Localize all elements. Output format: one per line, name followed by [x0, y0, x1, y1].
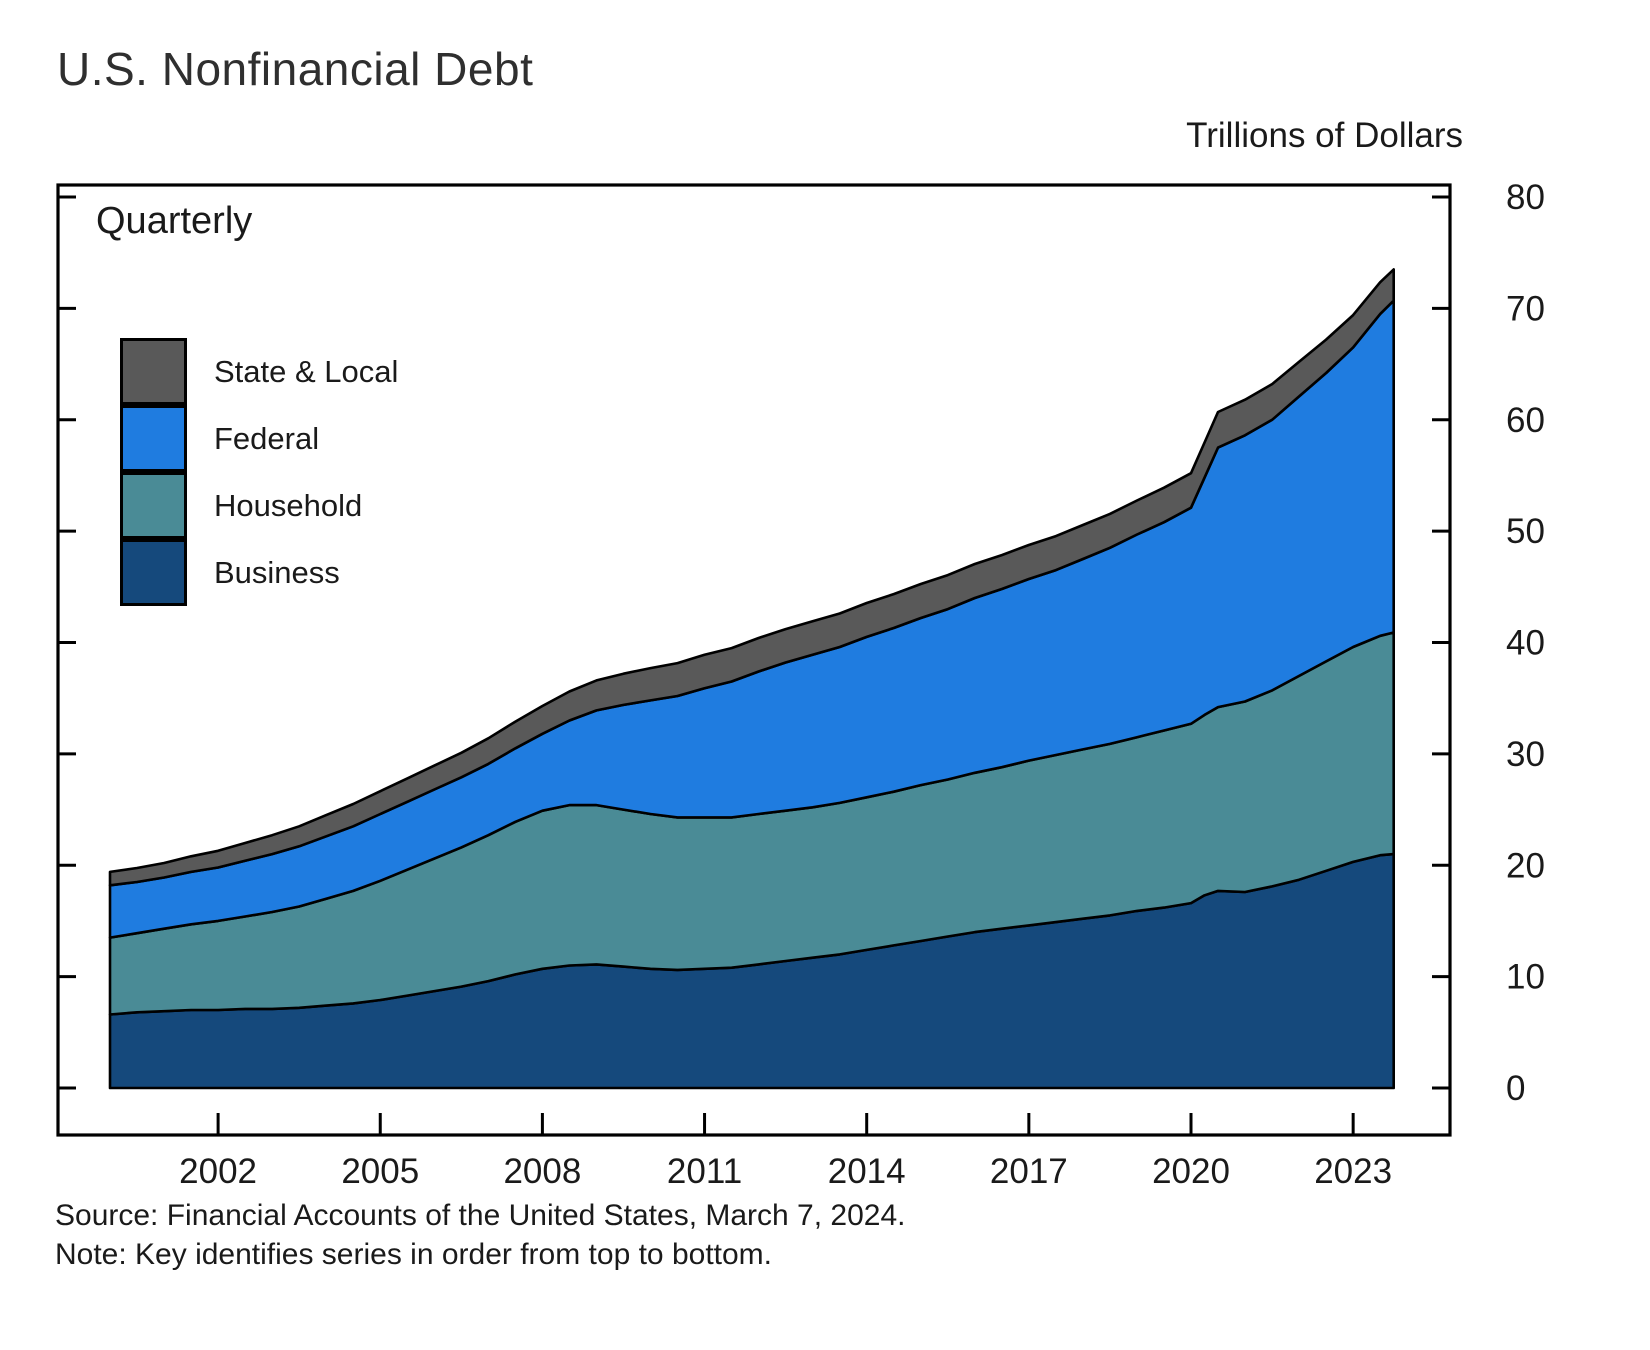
- x-tick-label: 2005: [341, 1152, 419, 1191]
- x-tick-label: 2008: [503, 1152, 581, 1191]
- y-tick-label: 20: [1506, 846, 1545, 885]
- note-line: Note: Key identifies series in order fro…: [55, 1238, 772, 1271]
- y-tick-label: 50: [1506, 512, 1545, 551]
- y-axis-units-label: Trillions of Dollars: [1186, 116, 1463, 155]
- area-band-state-local: [108, 268, 1395, 887]
- footnotes: Source: Financial Accounts of the United…: [55, 1196, 905, 1274]
- legend-item-business: Business: [120, 539, 398, 606]
- plot-frame: [56, 183, 1452, 1137]
- household-swatch-icon: [120, 472, 187, 539]
- x-tick-label: 2017: [990, 1152, 1068, 1191]
- x-tick-label: 2011: [667, 1152, 742, 1191]
- y-tick-label: 10: [1506, 958, 1545, 997]
- chart-title: U.S. Nonfinancial Debt: [57, 43, 534, 95]
- legend-label-business: Business: [214, 554, 340, 590]
- legend-item-household: Household: [120, 472, 398, 539]
- legend-label-federal: Federal: [214, 420, 320, 456]
- business-swatch-icon: [120, 539, 187, 606]
- y-tick-label: 30: [1506, 735, 1545, 774]
- legend: State & Local Federal Household Business: [120, 338, 398, 606]
- legend-label-household: Household: [214, 487, 363, 523]
- federal-swatch-icon: [120, 405, 187, 472]
- x-tick-label: 2002: [179, 1152, 257, 1191]
- x-tick-label: 2023: [1314, 1152, 1392, 1191]
- legend-label-state-local: State & Local: [214, 353, 399, 389]
- x-tick-label: 2020: [1152, 1152, 1230, 1191]
- y-tick-label: 60: [1506, 401, 1545, 440]
- state-local-swatch-icon: [120, 338, 187, 405]
- y-tick-label: 70: [1506, 289, 1545, 328]
- y-tick-label: 0: [1506, 1069, 1525, 1108]
- x-tick-label: 2014: [828, 1152, 906, 1191]
- legend-item-federal: Federal: [120, 405, 398, 472]
- source-line: Source: Financial Accounts of the United…: [55, 1199, 906, 1232]
- y-tick-label: 80: [1506, 178, 1545, 217]
- y-tick-label: 40: [1506, 624, 1545, 663]
- legend-item-state-local: State & Local: [120, 338, 398, 405]
- frequency-label: Quarterly: [96, 200, 253, 242]
